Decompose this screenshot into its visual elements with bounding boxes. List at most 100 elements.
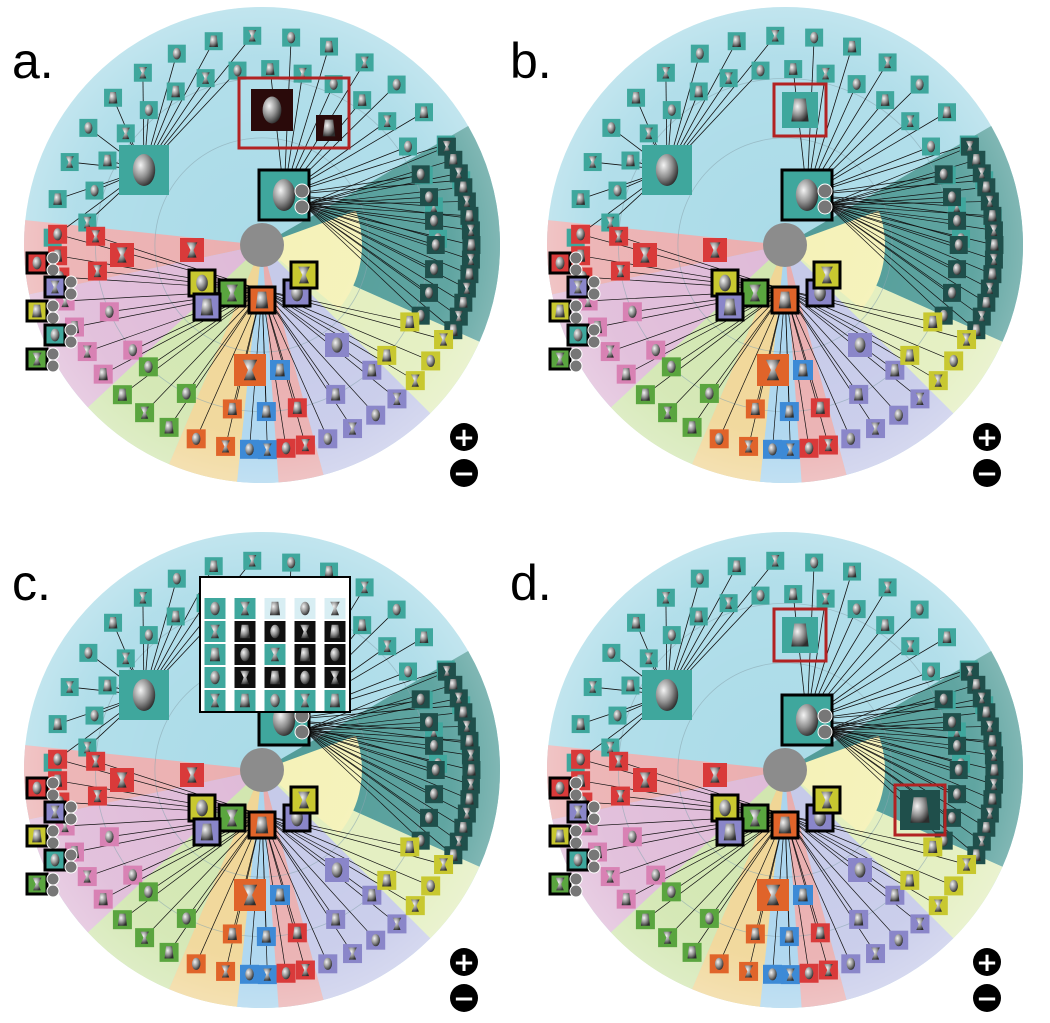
selected-leaf-node[interactable] — [900, 790, 940, 830]
leaf-thumbnail[interactable] — [123, 865, 143, 885]
cluster-node[interactable] — [566, 275, 590, 299]
cluster-node[interactable] — [770, 810, 800, 840]
leaf-thumbnail[interactable] — [699, 383, 719, 403]
leaf-thumbnail[interactable] — [110, 768, 134, 792]
leaf-thumbnail[interactable] — [843, 37, 862, 56]
cluster-node[interactable] — [566, 800, 590, 824]
leaf-thumbnail[interactable] — [48, 715, 67, 734]
leaf-thumbnail[interactable] — [600, 342, 620, 362]
leaf-thumbnail[interactable] — [972, 832, 991, 851]
cluster-node[interactable] — [43, 848, 67, 872]
leaf-thumbnail[interactable] — [414, 628, 433, 647]
leaf-thumbnail[interactable] — [682, 942, 702, 962]
leaf-thumbnail[interactable] — [444, 150, 463, 169]
grid-thumbnail[interactable] — [324, 667, 346, 688]
cluster-node[interactable] — [25, 347, 49, 371]
leaf-thumbnail[interactable] — [454, 293, 473, 312]
leaf-thumbnail[interactable] — [462, 761, 481, 779]
leaf-thumbnail[interactable] — [878, 53, 897, 72]
grid-thumbnail[interactable] — [294, 644, 316, 665]
zoom-in-button[interactable]: + — [973, 423, 1001, 453]
leaf-thumbnail[interactable] — [405, 896, 425, 916]
expand-icon[interactable] — [64, 287, 78, 301]
collapse-icon[interactable] — [817, 708, 833, 724]
leaf-thumbnail[interactable] — [240, 439, 260, 459]
leaf-thumbnail[interactable] — [411, 690, 430, 709]
collapse-icon[interactable] — [569, 347, 583, 361]
leaf-thumbnail[interactable] — [326, 384, 346, 404]
leaf-thumbnail[interactable] — [984, 221, 1003, 240]
leaf-thumbnail[interactable] — [972, 689, 991, 708]
cluster-node[interactable] — [192, 817, 222, 847]
grid-thumbnail[interactable] — [234, 667, 256, 688]
leaf-thumbnail[interactable] — [449, 307, 468, 326]
leaf-thumbnail[interactable] — [276, 438, 296, 458]
leaf-thumbnail[interactable] — [602, 643, 621, 662]
leaf-thumbnail[interactable] — [228, 61, 247, 80]
leaf-thumbnail[interactable] — [112, 385, 132, 405]
leaf-thumbnail[interactable] — [320, 37, 339, 56]
collapse-icon[interactable] — [46, 872, 60, 886]
leaf-thumbnail[interactable] — [377, 345, 397, 365]
leaf-thumbnail[interactable] — [282, 28, 301, 47]
leaf-thumbnail[interactable] — [635, 910, 655, 930]
leaf-thumbnail[interactable] — [425, 785, 444, 804]
leaf-thumbnail[interactable] — [633, 768, 657, 792]
leaf-thumbnail[interactable] — [766, 26, 785, 45]
leaf-thumbnail[interactable] — [180, 238, 204, 262]
collapse-icon[interactable] — [64, 848, 78, 862]
leaf-thumbnail[interactable] — [608, 181, 627, 200]
leaf-thumbnail[interactable] — [425, 736, 444, 755]
cluster-node[interactable] — [187, 793, 217, 823]
leaf-thumbnail[interactable] — [583, 153, 602, 172]
leaf-thumbnail[interactable] — [661, 357, 681, 377]
cluster-node[interactable] — [247, 285, 277, 315]
zoom-out-button[interactable]: − — [973, 459, 1001, 489]
leaf-thumbnail[interactable] — [85, 706, 104, 725]
leaf-thumbnail[interactable] — [216, 436, 236, 456]
leaf-thumbnail[interactable] — [353, 91, 372, 110]
parent-node[interactable] — [642, 145, 692, 195]
expand-icon[interactable] — [569, 359, 583, 373]
expand-icon[interactable] — [294, 199, 310, 215]
leaf-thumbnail[interactable] — [216, 961, 236, 981]
leaf-thumbnail[interactable] — [609, 226, 629, 246]
leaf-thumbnail[interactable] — [457, 717, 476, 736]
leaf-thumbnail[interactable] — [661, 882, 681, 902]
leaf-thumbnail[interactable] — [460, 731, 479, 750]
leaf-thumbnail[interactable] — [176, 908, 196, 928]
leaf-thumbnail[interactable] — [159, 942, 179, 962]
leaf-thumbnail[interactable] — [449, 689, 468, 708]
leaf-thumbnail[interactable] — [621, 151, 640, 170]
leaf-thumbnail[interactable] — [426, 761, 445, 779]
leaf-thumbnail[interactable] — [984, 250, 1003, 269]
leaf-thumbnail[interactable] — [885, 885, 905, 905]
grid-thumbnail[interactable] — [234, 644, 256, 665]
leaf-thumbnail[interactable] — [421, 876, 441, 896]
zoom-out-button[interactable]: − — [450, 459, 478, 489]
leaf-thumbnail[interactable] — [287, 923, 307, 943]
zoom-in-button[interactable]: + — [450, 948, 478, 978]
leaf-thumbnail[interactable] — [980, 804, 999, 823]
leaf-thumbnail[interactable] — [600, 867, 620, 887]
leaf-thumbnail[interactable] — [967, 150, 986, 169]
leaf-thumbnail[interactable] — [116, 649, 135, 668]
leaf-thumbnail[interactable] — [186, 429, 206, 449]
leaf-thumbnail[interactable] — [400, 312, 420, 332]
expand-icon[interactable] — [46, 788, 60, 802]
leaf-thumbnail[interactable] — [353, 616, 372, 635]
leaf-thumbnail[interactable] — [243, 26, 262, 45]
leaf-thumbnail[interactable] — [135, 928, 155, 948]
leaf-thumbnail[interactable] — [937, 103, 956, 122]
leaf-thumbnail[interactable] — [843, 562, 862, 581]
leaf-thumbnail[interactable] — [633, 243, 657, 267]
leaf-thumbnail[interactable] — [910, 389, 930, 409]
grid-thumbnail[interactable] — [294, 621, 316, 642]
leaf-thumbnail[interactable] — [405, 371, 425, 391]
leaf-thumbnail[interactable] — [93, 364, 113, 384]
leaf-thumbnail[interactable] — [780, 440, 800, 460]
leaf-thumbnail[interactable] — [461, 250, 480, 269]
leaf-thumbnail[interactable] — [461, 221, 480, 240]
leaf-thumbnail[interactable] — [751, 586, 770, 605]
leaf-thumbnail[interactable] — [180, 763, 204, 787]
